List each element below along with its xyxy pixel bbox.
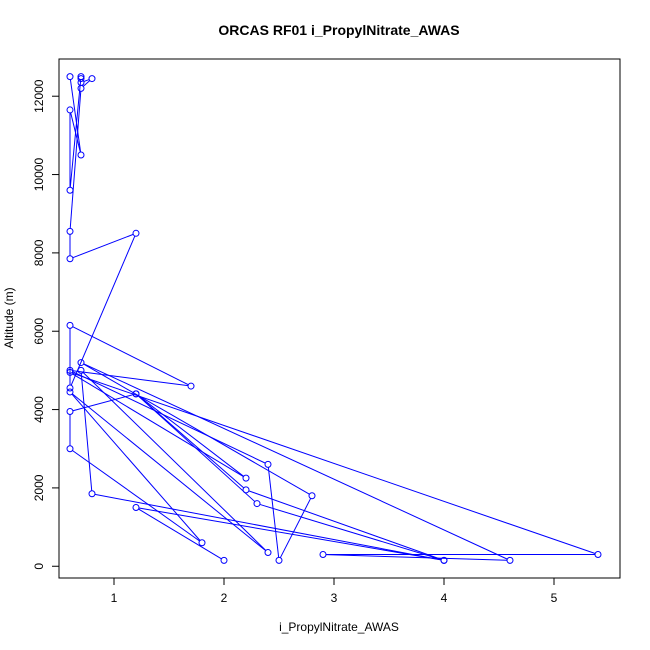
data-point <box>66 368 74 376</box>
data-point <box>264 460 272 468</box>
data-point <box>253 500 261 508</box>
x-tick-label: 3 <box>331 591 338 605</box>
series-line-segment <box>72 450 200 542</box>
chart-title: ORCAS RF01 i_PropylNitrate_AWAS <box>218 22 459 38</box>
series-line-segment <box>72 370 189 387</box>
data-point <box>77 359 85 367</box>
series-line-segment <box>279 498 312 558</box>
series-line-segment <box>137 395 245 489</box>
series-line-segment <box>69 79 82 153</box>
series-line-segment <box>72 371 266 464</box>
series-line-segment <box>70 235 136 386</box>
data-point <box>66 445 74 453</box>
data-point <box>275 556 283 564</box>
data-point <box>132 229 140 237</box>
data-point <box>77 84 85 92</box>
y-axis-label: Altitude (m) <box>2 287 16 348</box>
series-line-segment <box>82 80 91 87</box>
y-tick-label: 2000 <box>32 474 46 501</box>
x-tick-label: 1 <box>111 591 118 605</box>
series-line-segment <box>80 373 93 491</box>
series-line-segment <box>138 507 442 561</box>
data-point <box>66 227 74 235</box>
series-layer <box>66 73 602 564</box>
data-point <box>66 255 74 263</box>
series-line-segment <box>137 395 256 502</box>
series-line-segment <box>259 503 442 560</box>
series-line-segment <box>72 394 134 412</box>
data-point <box>77 75 85 83</box>
data-point <box>308 492 316 500</box>
series-line-segment <box>69 79 82 188</box>
series-line-segment <box>325 554 508 561</box>
data-point <box>66 106 74 114</box>
data-point <box>594 550 602 558</box>
data-point <box>198 539 206 547</box>
data-point <box>88 490 96 498</box>
series-line-segment <box>72 233 134 259</box>
data-point <box>66 388 74 396</box>
x-tick-label: 2 <box>221 591 228 605</box>
data-point <box>319 550 327 558</box>
data-point <box>132 390 140 398</box>
series-line-segment <box>83 79 90 82</box>
x-tick-label: 4 <box>441 591 448 605</box>
data-point <box>66 408 74 416</box>
series-line-segment <box>138 508 222 560</box>
series-line-segment <box>83 363 508 560</box>
data-point <box>66 366 74 374</box>
data-point <box>77 151 85 159</box>
series-line-segment <box>72 372 596 554</box>
x-axis: 1 2 3 4 5 <box>111 577 558 605</box>
data-point <box>66 321 74 329</box>
series-line-segment <box>267 467 280 558</box>
data-point <box>440 556 448 564</box>
data-point <box>88 75 96 83</box>
series-line-segment <box>94 493 442 561</box>
data-point <box>242 474 250 482</box>
y-tick-label: 4000 <box>32 396 46 423</box>
data-point <box>77 366 85 374</box>
data-point <box>66 384 74 392</box>
series-line-segment <box>83 363 310 495</box>
x-axis-label: i_PropylNitrate_AWAS <box>279 620 399 634</box>
series-line-segment <box>71 393 201 541</box>
data-point <box>242 486 250 494</box>
series-line-segment <box>72 373 244 478</box>
x-tick-label: 5 <box>551 591 558 605</box>
data-point <box>220 556 228 564</box>
y-tick-label: 12000 <box>32 79 46 113</box>
y-tick-label: 6000 <box>32 318 46 345</box>
data-point <box>66 186 74 194</box>
y-axis: 0 2000 4000 6000 8000 10000 12000 <box>32 79 60 570</box>
data-point <box>66 73 74 81</box>
series-line-segment <box>248 490 442 560</box>
data-point <box>264 549 272 557</box>
y-tick-label: 8000 <box>32 239 46 266</box>
y-tick-label: 10000 <box>32 158 46 192</box>
y-tick-label: 0 <box>32 563 46 570</box>
data-point <box>187 382 195 390</box>
series-line-segment <box>69 91 82 229</box>
data-point <box>506 556 514 564</box>
series-line-segment <box>72 326 189 386</box>
series-line-segment <box>138 395 244 477</box>
data-point <box>132 503 140 511</box>
